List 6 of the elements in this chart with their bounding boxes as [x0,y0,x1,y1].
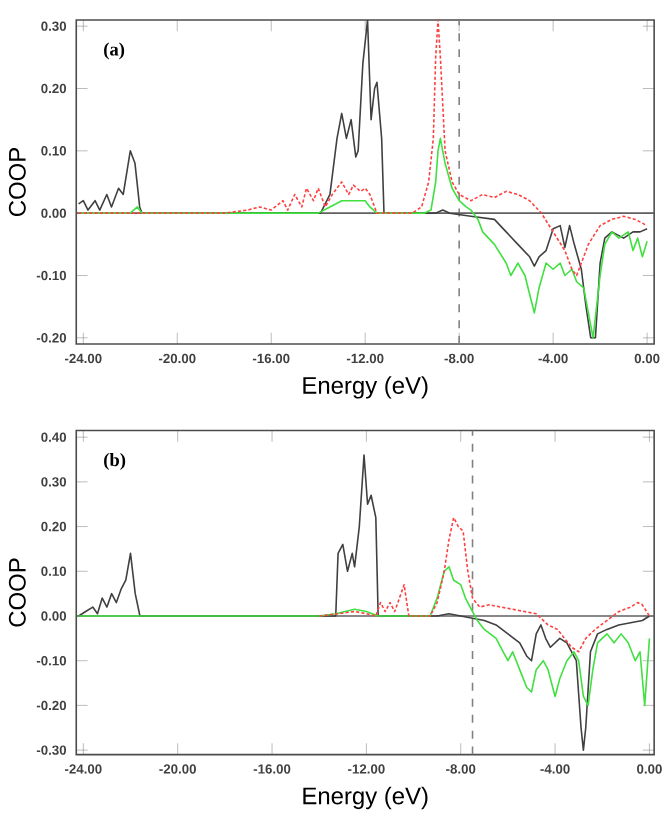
x-axis-title: Energy (eV) [303,786,428,810]
y-axis-title: COOP [8,148,26,216]
annotation: (a) [104,42,125,60]
annotation: (b) [104,453,126,470]
x-axis-title: Energy (eV) [303,376,428,399]
y-axis-title: COOP [8,558,26,627]
